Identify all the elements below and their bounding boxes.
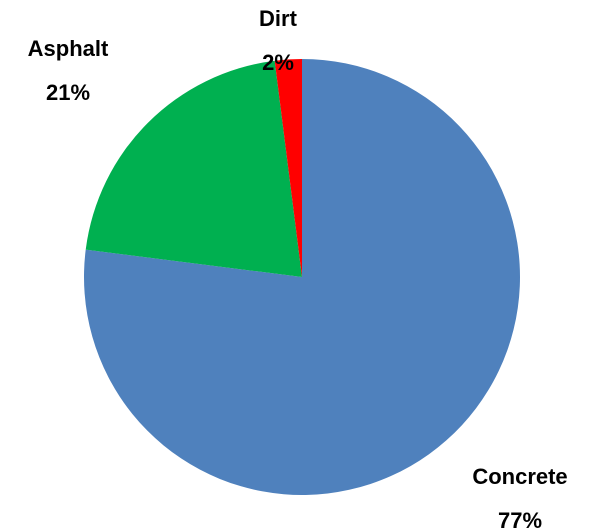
slice-category-label: Concrete <box>472 464 567 489</box>
slice-category-label: Dirt <box>259 6 298 31</box>
slice-value-label: 77% <box>498 508 542 531</box>
slice-value-label: 21% <box>46 80 90 105</box>
pie-slice <box>274 59 302 277</box>
pie-slice <box>85 60 302 277</box>
slice-category-label: Asphalt <box>28 36 109 61</box>
slice-value-label: 2% <box>262 50 294 75</box>
